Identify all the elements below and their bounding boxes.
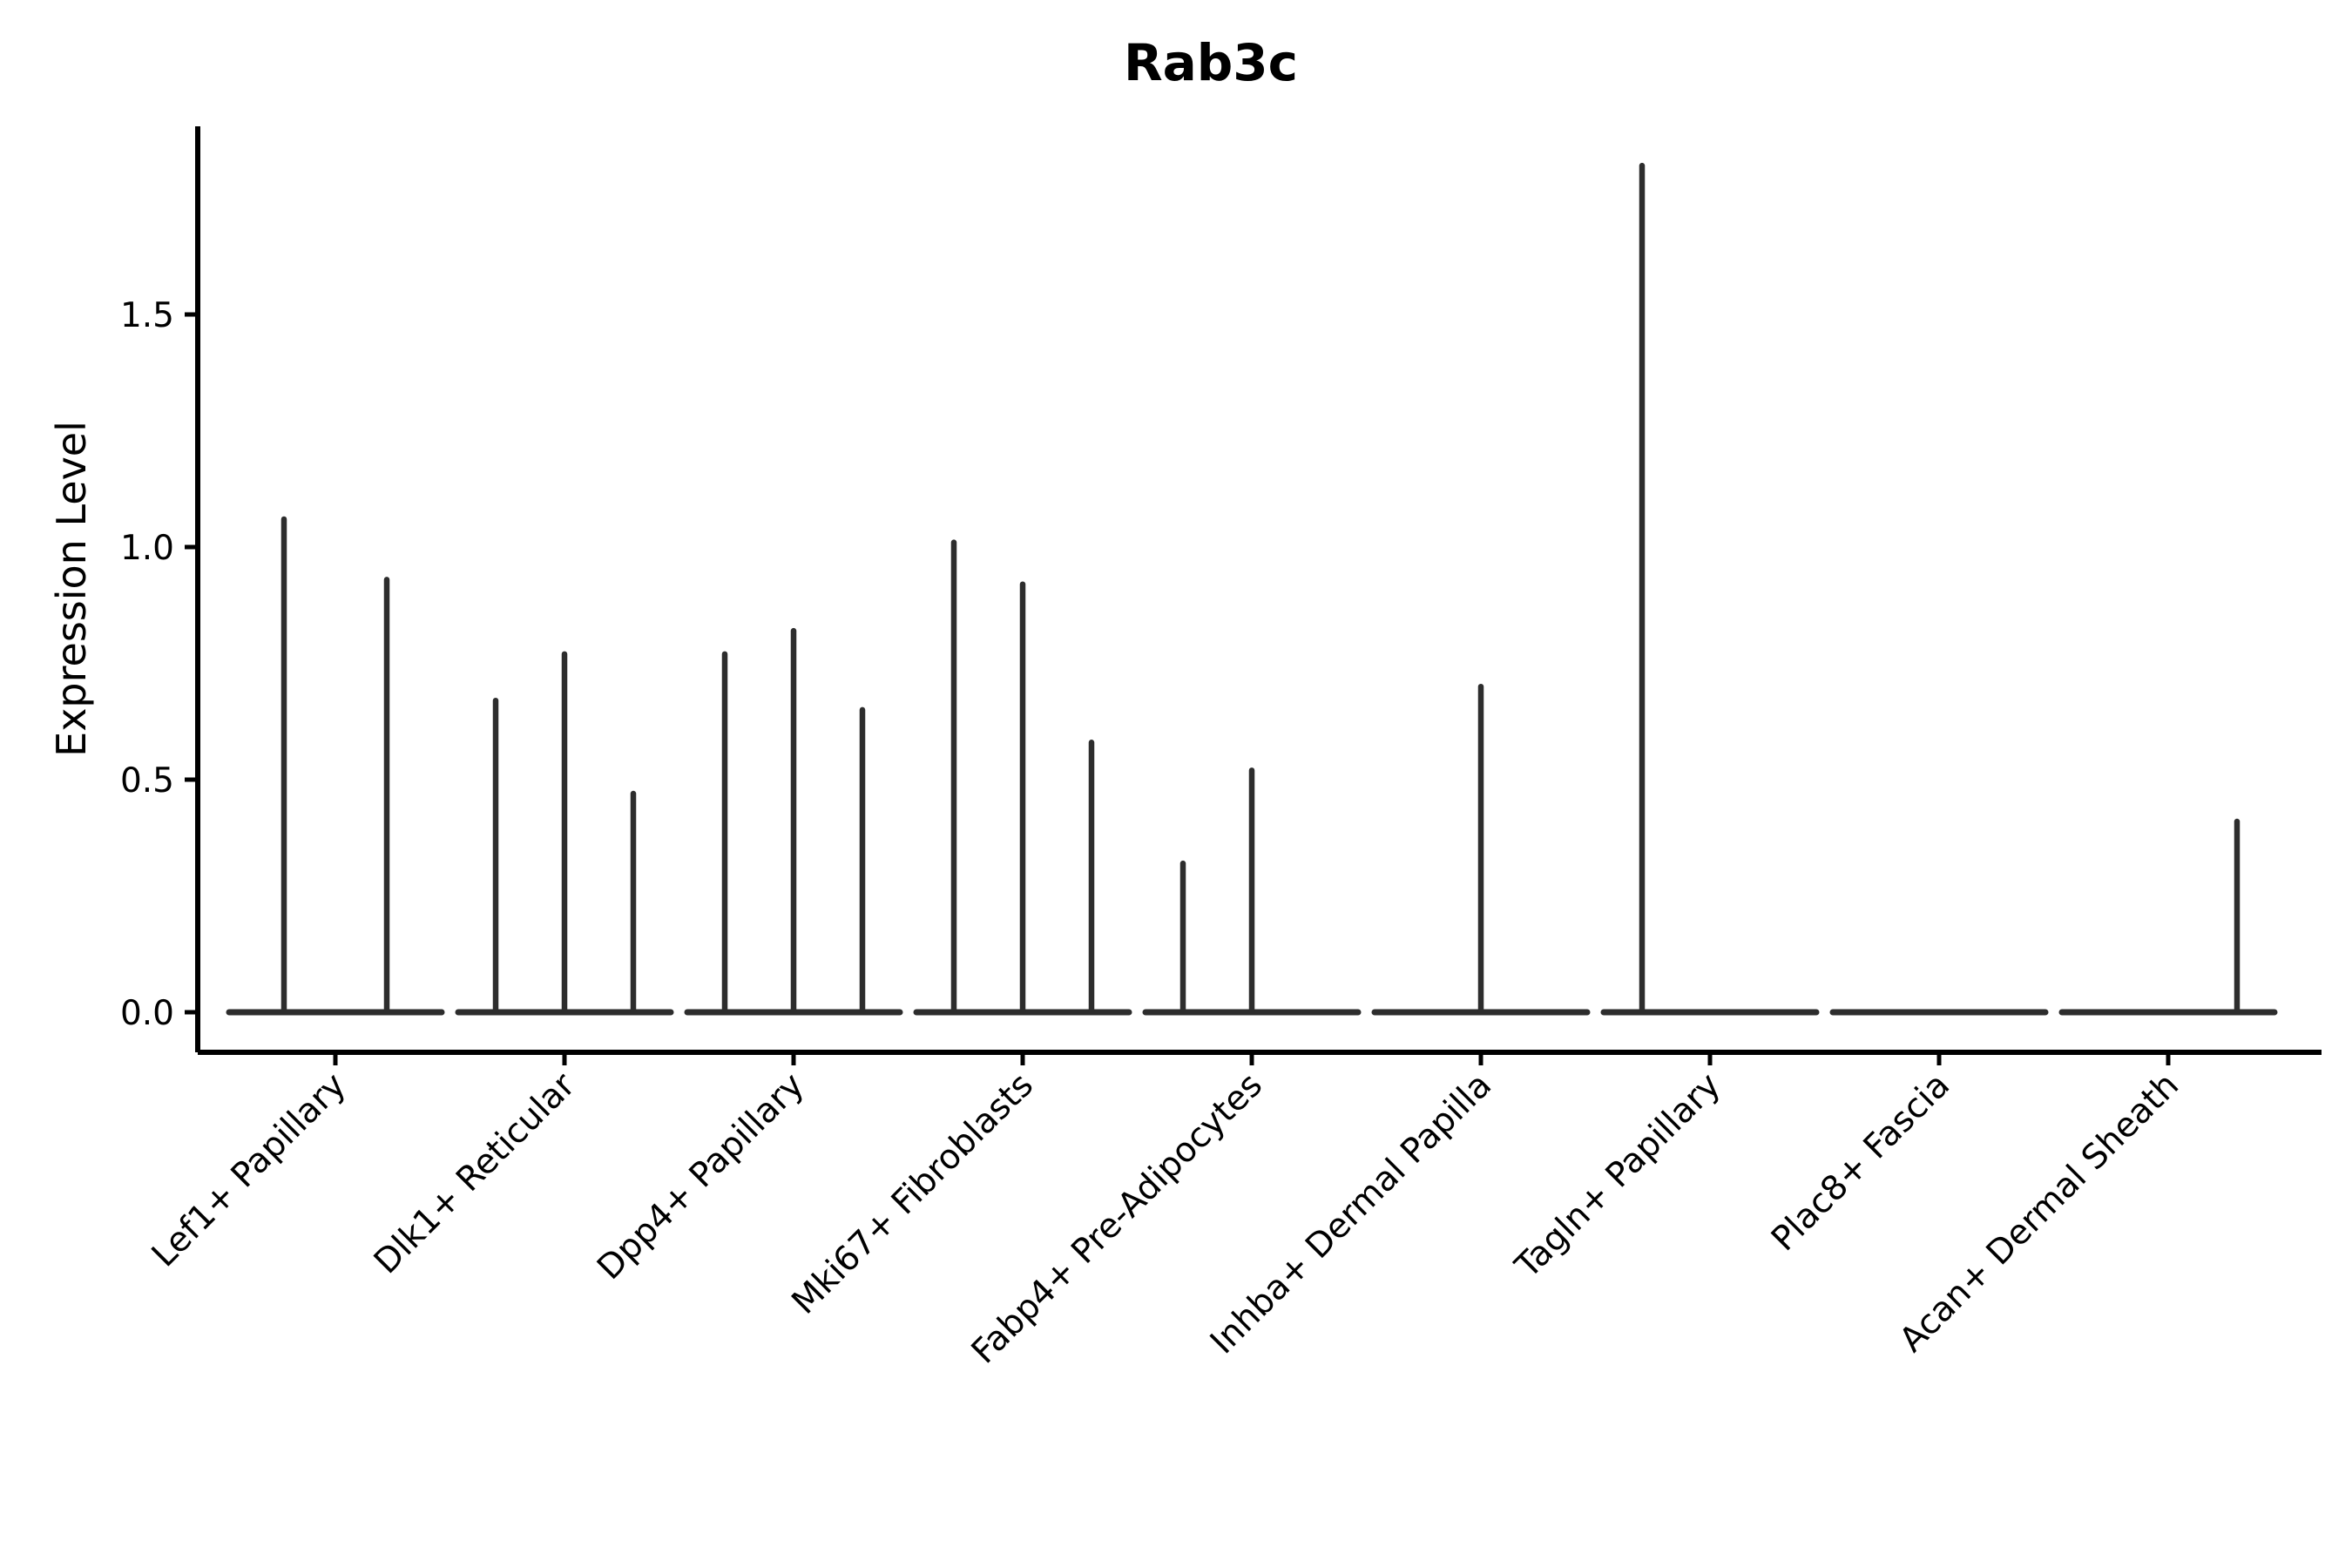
x-tick-label: Tagln+ Papillary — [1508, 1065, 1729, 1287]
x-tick-label: Mki67+ Fibroblasts — [785, 1065, 1041, 1321]
x-tick-label: Plac8+ Fascia — [1764, 1065, 1957, 1259]
x-tick-label: Lef1+ Papillary — [145, 1065, 354, 1274]
x-tick-label: Dpp4+ Papillary — [590, 1065, 812, 1288]
y-tick-label: 1.0 — [120, 529, 174, 568]
y-tick-label: 0.0 — [120, 994, 174, 1033]
chart-title: Rab3c — [1123, 33, 1299, 92]
x-tick-label: Dlk1+ Reticular — [367, 1065, 584, 1282]
y-tick-label: 0.5 — [120, 761, 174, 801]
y-tick-label: 1.5 — [120, 296, 174, 335]
